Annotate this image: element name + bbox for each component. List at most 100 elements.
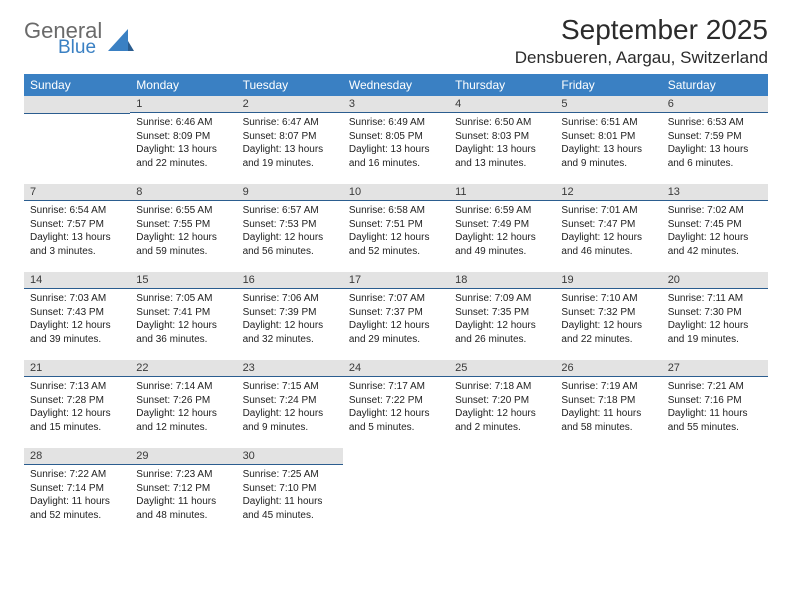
daylight-text: Daylight: 13 hours and 19 minutes. xyxy=(243,143,337,170)
day-number: 18 xyxy=(449,272,555,289)
sunrise-text: Sunrise: 7:03 AM xyxy=(30,292,124,306)
daylight-text: Daylight: 12 hours and 15 minutes. xyxy=(30,407,124,434)
sunset-text: Sunset: 7:55 PM xyxy=(136,218,230,232)
day-details: Sunrise: 7:02 AMSunset: 7:45 PMDaylight:… xyxy=(662,201,768,263)
day-details: Sunrise: 6:59 AMSunset: 7:49 PMDaylight:… xyxy=(449,201,555,263)
day-details: Sunrise: 7:23 AMSunset: 7:12 PMDaylight:… xyxy=(130,465,236,527)
sunset-text: Sunset: 7:30 PM xyxy=(668,306,762,320)
sunset-text: Sunset: 7:39 PM xyxy=(243,306,337,320)
location: Densbueren, Aargau, Switzerland xyxy=(515,48,768,68)
daylight-text: Daylight: 13 hours and 22 minutes. xyxy=(136,143,230,170)
sunrise-text: Sunrise: 7:10 AM xyxy=(561,292,655,306)
calendar-cell: 26Sunrise: 7:19 AMSunset: 7:18 PMDayligh… xyxy=(555,360,661,448)
sunset-text: Sunset: 7:12 PM xyxy=(136,482,230,496)
day-details: Sunrise: 7:01 AMSunset: 7:47 PMDaylight:… xyxy=(555,201,661,263)
day-number: 25 xyxy=(449,360,555,377)
day-header: Thursday xyxy=(449,74,555,96)
day-number: 23 xyxy=(237,360,343,377)
day-number: 20 xyxy=(662,272,768,289)
sunset-text: Sunset: 7:47 PM xyxy=(561,218,655,232)
calendar-cell xyxy=(24,96,130,184)
sunset-text: Sunset: 7:10 PM xyxy=(243,482,337,496)
day-number: 7 xyxy=(24,184,130,201)
sunrise-text: Sunrise: 7:18 AM xyxy=(455,380,549,394)
day-number: 1 xyxy=(130,96,236,113)
day-number: 24 xyxy=(343,360,449,377)
day-details: Sunrise: 7:07 AMSunset: 7:37 PMDaylight:… xyxy=(343,289,449,351)
calendar-cell: 2Sunrise: 6:47 AMSunset: 8:07 PMDaylight… xyxy=(237,96,343,184)
sunset-text: Sunset: 7:57 PM xyxy=(30,218,124,232)
sunrise-text: Sunrise: 6:55 AM xyxy=(136,204,230,218)
sunset-text: Sunset: 7:26 PM xyxy=(136,394,230,408)
day-details: Sunrise: 6:57 AMSunset: 7:53 PMDaylight:… xyxy=(237,201,343,263)
day-number: 2 xyxy=(237,96,343,113)
day-number: 9 xyxy=(237,184,343,201)
day-details: Sunrise: 6:50 AMSunset: 8:03 PMDaylight:… xyxy=(449,113,555,175)
day-details: Sunrise: 7:11 AMSunset: 7:30 PMDaylight:… xyxy=(662,289,768,351)
sunset-text: Sunset: 7:37 PM xyxy=(349,306,443,320)
logo-sail-icon xyxy=(106,27,134,53)
day-number: 29 xyxy=(130,448,236,465)
day-number: 12 xyxy=(555,184,661,201)
day-number: 19 xyxy=(555,272,661,289)
sunset-text: Sunset: 7:16 PM xyxy=(668,394,762,408)
daylight-text: Daylight: 11 hours and 48 minutes. xyxy=(136,495,230,522)
day-details: Sunrise: 7:03 AMSunset: 7:43 PMDaylight:… xyxy=(24,289,130,351)
day-details: Sunrise: 7:05 AMSunset: 7:41 PMDaylight:… xyxy=(130,289,236,351)
sunset-text: Sunset: 7:24 PM xyxy=(243,394,337,408)
sunset-text: Sunset: 8:01 PM xyxy=(561,130,655,144)
sunset-text: Sunset: 8:07 PM xyxy=(243,130,337,144)
sunrise-text: Sunrise: 7:23 AM xyxy=(136,468,230,482)
sunrise-text: Sunrise: 6:54 AM xyxy=(30,204,124,218)
day-header: Tuesday xyxy=(237,74,343,96)
calendar-cell: 13Sunrise: 7:02 AMSunset: 7:45 PMDayligh… xyxy=(662,184,768,272)
day-number: 3 xyxy=(343,96,449,113)
daylight-text: Daylight: 11 hours and 55 minutes. xyxy=(668,407,762,434)
sunrise-text: Sunrise: 6:58 AM xyxy=(349,204,443,218)
sunset-text: Sunset: 7:59 PM xyxy=(668,130,762,144)
sunrise-text: Sunrise: 6:46 AM xyxy=(136,116,230,130)
daylight-text: Daylight: 13 hours and 9 minutes. xyxy=(561,143,655,170)
calendar-cell: 1Sunrise: 6:46 AMSunset: 8:09 PMDaylight… xyxy=(130,96,236,184)
daylight-text: Daylight: 12 hours and 56 minutes. xyxy=(243,231,337,258)
calendar-table: SundayMondayTuesdayWednesdayThursdayFrid… xyxy=(24,74,768,536)
sunset-text: Sunset: 7:51 PM xyxy=(349,218,443,232)
sunrise-text: Sunrise: 7:19 AM xyxy=(561,380,655,394)
sunset-text: Sunset: 7:43 PM xyxy=(30,306,124,320)
sunset-text: Sunset: 8:05 PM xyxy=(349,130,443,144)
daylight-text: Daylight: 12 hours and 29 minutes. xyxy=(349,319,443,346)
sunset-text: Sunset: 7:14 PM xyxy=(30,482,124,496)
calendar-cell: 19Sunrise: 7:10 AMSunset: 7:32 PMDayligh… xyxy=(555,272,661,360)
sunset-text: Sunset: 7:20 PM xyxy=(455,394,549,408)
day-header: Friday xyxy=(555,74,661,96)
day-details: Sunrise: 7:18 AMSunset: 7:20 PMDaylight:… xyxy=(449,377,555,439)
calendar-cell: 3Sunrise: 6:49 AMSunset: 8:05 PMDaylight… xyxy=(343,96,449,184)
daylight-text: Daylight: 12 hours and 9 minutes. xyxy=(243,407,337,434)
sunrise-text: Sunrise: 7:09 AM xyxy=(455,292,549,306)
sunrise-text: Sunrise: 7:14 AM xyxy=(136,380,230,394)
empty-day-bar xyxy=(24,96,130,114)
day-details: Sunrise: 7:15 AMSunset: 7:24 PMDaylight:… xyxy=(237,377,343,439)
day-details: Sunrise: 6:54 AMSunset: 7:57 PMDaylight:… xyxy=(24,201,130,263)
daylight-text: Daylight: 13 hours and 6 minutes. xyxy=(668,143,762,170)
day-number: 28 xyxy=(24,448,130,465)
sunrise-text: Sunrise: 7:13 AM xyxy=(30,380,124,394)
daylight-text: Daylight: 13 hours and 13 minutes. xyxy=(455,143,549,170)
calendar-cell: 23Sunrise: 7:15 AMSunset: 7:24 PMDayligh… xyxy=(237,360,343,448)
daylight-text: Daylight: 12 hours and 2 minutes. xyxy=(455,407,549,434)
daylight-text: Daylight: 13 hours and 3 minutes. xyxy=(30,231,124,258)
daylight-text: Daylight: 12 hours and 46 minutes. xyxy=(561,231,655,258)
sunset-text: Sunset: 7:35 PM xyxy=(455,306,549,320)
sunrise-text: Sunrise: 6:51 AM xyxy=(561,116,655,130)
daylight-text: Daylight: 12 hours and 5 minutes. xyxy=(349,407,443,434)
day-details: Sunrise: 6:47 AMSunset: 8:07 PMDaylight:… xyxy=(237,113,343,175)
daylight-text: Daylight: 12 hours and 12 minutes. xyxy=(136,407,230,434)
calendar-cell: 30Sunrise: 7:25 AMSunset: 7:10 PMDayligh… xyxy=(237,448,343,536)
sunrise-text: Sunrise: 7:15 AM xyxy=(243,380,337,394)
calendar-header-row: SundayMondayTuesdayWednesdayThursdayFrid… xyxy=(24,74,768,96)
calendar-cell: 10Sunrise: 6:58 AMSunset: 7:51 PMDayligh… xyxy=(343,184,449,272)
calendar-cell: 22Sunrise: 7:14 AMSunset: 7:26 PMDayligh… xyxy=(130,360,236,448)
sunrise-text: Sunrise: 7:17 AM xyxy=(349,380,443,394)
day-number: 15 xyxy=(130,272,236,289)
daylight-text: Daylight: 12 hours and 26 minutes. xyxy=(455,319,549,346)
